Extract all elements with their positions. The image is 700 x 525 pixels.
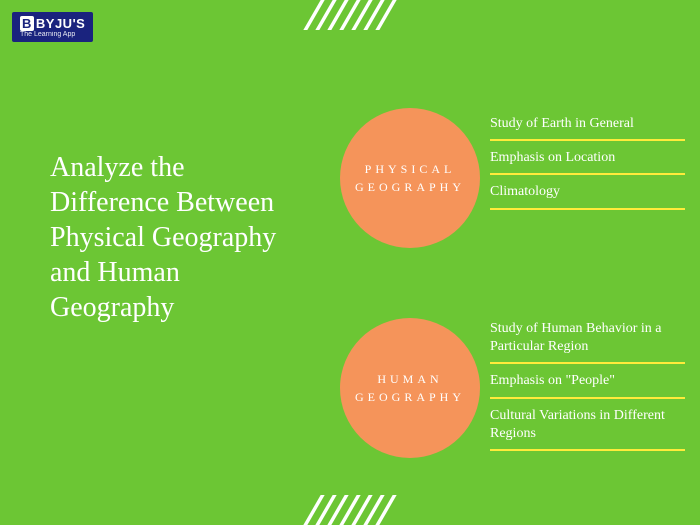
point-divider	[490, 449, 685, 451]
point-divider	[490, 208, 685, 210]
point-divider	[490, 362, 685, 364]
point-item: Study of Earth in General	[490, 115, 685, 133]
point-item: Climatology	[490, 183, 685, 201]
human-geography-circle: HUMAN GEOGRAPHY	[340, 318, 480, 458]
main-title: Analyze the Difference Between Physical …	[50, 150, 280, 325]
decorative-stripes-bottom	[312, 495, 388, 525]
point-divider	[490, 397, 685, 399]
point-item: Emphasis on "People"	[490, 372, 685, 390]
physical-geography-circle: PHYSICAL GEOGRAPHY	[340, 108, 480, 248]
logo-sub: The Learning App	[20, 31, 75, 38]
circle-label: HUMAN GEOGRAPHY	[340, 370, 480, 406]
human-geography-points: Study of Human Behavior in a Particular …	[490, 320, 685, 459]
point-item: Study of Human Behavior in a Particular …	[490, 320, 685, 356]
logo-text: BYJU'S	[36, 16, 85, 31]
physical-geography-points: Study of Earth in General Emphasis on Lo…	[490, 115, 685, 218]
circle-label: PHYSICAL GEOGRAPHY	[340, 160, 480, 196]
point-divider	[490, 139, 685, 141]
decorative-stripes-top	[312, 0, 388, 30]
point-item: Cultural Variations in Different Regions	[490, 407, 685, 443]
point-item: Emphasis on Location	[490, 149, 685, 167]
brand-logo: BBYJU'S The Learning App	[12, 12, 93, 42]
logo-main: BBYJU'S	[20, 16, 85, 31]
point-divider	[490, 173, 685, 175]
